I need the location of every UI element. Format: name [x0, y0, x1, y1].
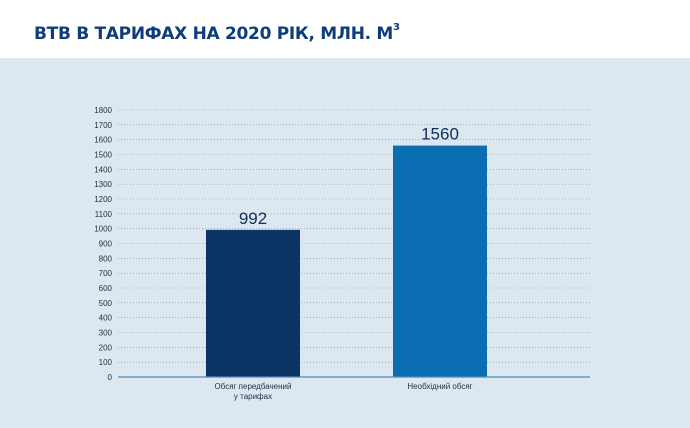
chart-title: ВТВ В ТАРИФАХ НА 2020 РІК, МЛН. М3	[34, 22, 400, 44]
data-label: 992	[239, 209, 267, 228]
title-superscript: 3	[393, 22, 400, 34]
y-tick-label: 400	[99, 314, 113, 323]
category-label: Обсяг передбачений	[214, 382, 291, 391]
y-tick-label: 1200	[94, 195, 112, 204]
bar	[393, 145, 487, 377]
category-label: у тарифах	[234, 392, 272, 401]
y-tick-label: 1300	[94, 180, 112, 189]
category-label: Необхідний обсяг	[407, 382, 472, 391]
y-tick-label: 1800	[94, 106, 112, 115]
y-tick-label: 500	[99, 299, 113, 308]
y-tick-label: 1700	[94, 121, 112, 130]
y-tick-label: 1400	[94, 165, 112, 174]
y-tick-label: 100	[99, 358, 113, 367]
chart-panel	[0, 58, 690, 428]
data-label: 1560	[421, 125, 459, 144]
y-tick-label: 0	[108, 373, 113, 382]
y-tick-label: 900	[99, 240, 113, 249]
y-tick-label: 1000	[94, 225, 112, 234]
y-tick-label: 1500	[94, 151, 112, 160]
y-tick-label: 300	[99, 329, 113, 338]
y-tick-label: 800	[99, 254, 113, 263]
bar	[206, 229, 300, 377]
y-tick-label: 200	[99, 343, 113, 352]
y-tick-label: 1100	[95, 210, 113, 219]
y-tick-label: 600	[99, 284, 113, 293]
y-tick-label: 700	[99, 269, 113, 278]
y-tick-label: 1600	[94, 136, 112, 145]
